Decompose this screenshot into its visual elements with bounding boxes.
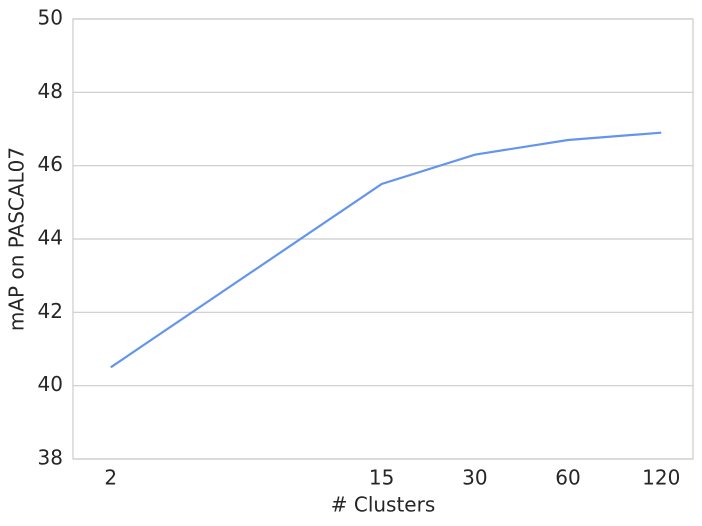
x-tick-label: 60 <box>555 466 580 490</box>
x-axis-label: # Clusters <box>331 493 436 517</box>
data-line <box>110 131 662 369</box>
y-tick-label: 48 <box>38 79 63 103</box>
x-tick-label: 15 <box>369 466 394 490</box>
x-tick-label: 120 <box>642 466 680 490</box>
y-tick-label: 38 <box>38 446 63 470</box>
x-tick-label: 2 <box>104 466 117 490</box>
y-tick-label: 46 <box>38 152 63 176</box>
x-tick-label: 30 <box>462 466 487 490</box>
y-tick-label: 42 <box>38 299 63 323</box>
plot-frame <box>72 18 694 460</box>
y-axis-label: mAP on PASCAL07 <box>5 147 29 331</box>
y-tick-label: 50 <box>38 6 63 30</box>
y-tick-label: 40 <box>38 372 63 396</box>
y-tick-label: 44 <box>38 226 63 250</box>
